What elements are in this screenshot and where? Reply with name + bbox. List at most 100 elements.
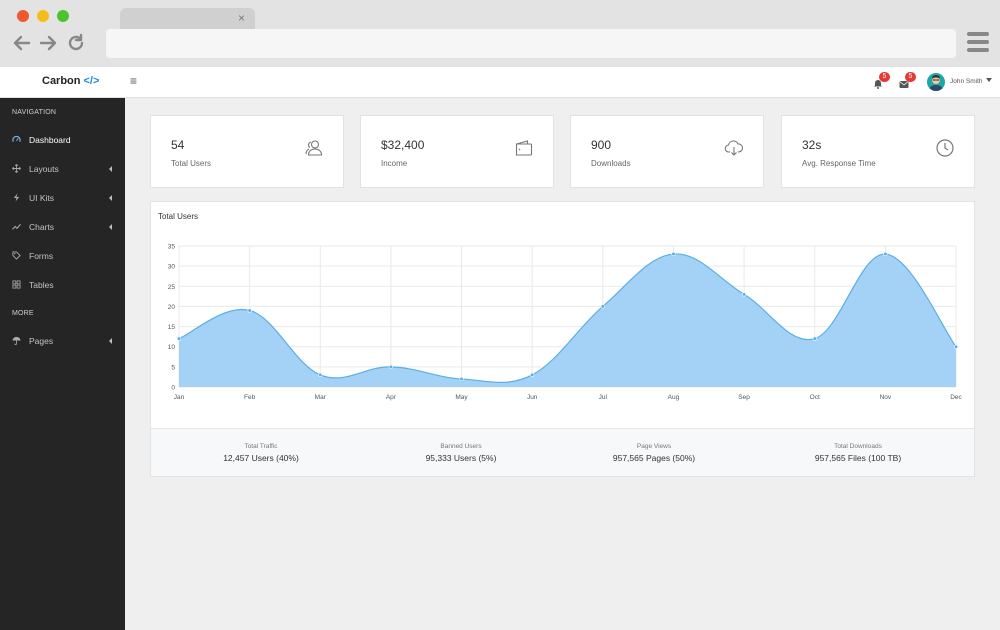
- sidebar-item-dashboard[interactable]: Dashboard: [0, 130, 125, 150]
- y-tick-label: 0: [171, 385, 175, 392]
- sidebar-item-label: Tables: [29, 280, 54, 290]
- sidebar-item-label: Pages: [29, 336, 54, 346]
- stat-banned-users: Banned Users 95,333 Users (5%): [361, 443, 561, 463]
- sidebar-item-ui-kits[interactable]: UI Kits: [0, 188, 125, 208]
- tab-close-icon[interactable]: ×: [237, 11, 245, 25]
- sidebar: NAVIGATION Dashboard Layouts UI Kits Cha…: [0, 98, 125, 630]
- y-tick-label: 30: [168, 264, 176, 271]
- user-name[interactable]: John Smith: [950, 78, 983, 85]
- y-tick-label: 5: [171, 364, 175, 371]
- grid-icon: [12, 280, 21, 289]
- card-label: Income: [381, 159, 408, 168]
- sidebar-heading-more: MORE: [12, 310, 34, 317]
- sidebar-item-pages[interactable]: Pages: [0, 331, 125, 351]
- brand-code-icon: </>: [83, 75, 100, 87]
- stat-value: 957,565 Files (100 TB): [814, 453, 902, 463]
- stat-card-total-users: 54 Total Users: [150, 115, 344, 188]
- cloud-download-icon: [724, 138, 744, 158]
- stat-value: 12,457 Users (40%): [223, 453, 299, 463]
- x-tick-label: Apr: [386, 394, 397, 401]
- stat-page-views: Page Views 957,565 Pages (50%): [554, 443, 754, 463]
- data-point: [247, 308, 252, 313]
- data-point: [530, 372, 535, 378]
- x-tick-label: Dec: [950, 394, 962, 401]
- stat-value: 95,333 Users (5%): [425, 453, 497, 463]
- data-point: [953, 344, 959, 349]
- stat-label: Total Traffic: [244, 443, 278, 450]
- sidebar-item-charts[interactable]: Charts: [0, 217, 125, 237]
- umbrella-icon: [12, 336, 21, 345]
- tag-icon: [12, 251, 21, 260]
- brand-logo[interactable]: Carbon </>: [42, 75, 99, 87]
- stat-total-traffic: Total Traffic 12,457 Users (40%): [161, 443, 361, 463]
- sidebar-item-tables[interactable]: Tables: [0, 275, 125, 295]
- data-point: [318, 372, 323, 378]
- sidebar-item-label: Layouts: [29, 164, 59, 174]
- total-users-chart-panel: Total Users 0 5 10 15 20 25 30 35 Jan Feb Mar Apr Ma…: [150, 201, 975, 477]
- card-value: $32,400: [381, 138, 425, 152]
- x-tick-label: Feb: [244, 394, 256, 401]
- user-menu-caret-icon[interactable]: [986, 78, 992, 82]
- move-icon: [12, 164, 21, 173]
- x-tick-label: Jun: [527, 394, 538, 401]
- card-value: 900: [591, 138, 612, 152]
- submenu-caret-icon: [109, 338, 112, 344]
- submenu-caret-icon: [109, 195, 112, 201]
- messages-envelope-icon[interactable]: 5: [899, 72, 916, 88]
- bolt-icon: [12, 193, 21, 202]
- messages-badge: 5: [905, 72, 916, 82]
- window-maximize-dot[interactable]: [57, 10, 69, 22]
- sidebar-item-label: Forms: [29, 251, 54, 261]
- browser-menu-icon[interactable]: [967, 32, 989, 52]
- brand-name: Carbon: [42, 75, 81, 87]
- x-tick-label: Sep: [738, 394, 750, 401]
- line-chart-icon: [12, 222, 21, 231]
- sidebar-toggle-icon[interactable]: ≡: [130, 74, 138, 88]
- browser-chrome: ×: [0, 0, 1000, 67]
- stat-card-avg-response-time: 32s Avg. Response Time: [781, 115, 975, 188]
- x-tick-label: May: [455, 394, 468, 401]
- clock-icon: [935, 138, 955, 158]
- notifications-badge: 5: [879, 72, 890, 82]
- stats-footer: Total Traffic 12,457 Users (40%) Banned …: [151, 428, 974, 476]
- data-point: [883, 251, 888, 257]
- stat-label: Total Downloads: [834, 443, 882, 450]
- card-label: Total Users: [171, 159, 212, 168]
- wallet-icon: [514, 138, 534, 158]
- data-point: [741, 292, 747, 297]
- series-line: [178, 253, 957, 384]
- sidebar-item-label: UI Kits: [29, 193, 55, 203]
- y-tick-label: 35: [168, 244, 176, 251]
- stat-value: 957,565 Pages (50%): [612, 453, 696, 463]
- stat-label: Banned Users: [440, 443, 482, 450]
- window-close-dot[interactable]: [17, 10, 29, 22]
- x-tick-label: Oct: [810, 394, 820, 401]
- x-tick-label: Aug: [668, 394, 680, 401]
- stat-total-downloads: Total Downloads 957,565 Files (100 TB): [758, 443, 958, 463]
- sidebar-item-forms[interactable]: Forms: [0, 246, 125, 266]
- data-point: [671, 251, 676, 257]
- data-point: [388, 364, 394, 369]
- stat-card-income: $32,400 Income: [360, 115, 554, 188]
- browser-tab[interactable]: ×: [120, 8, 255, 30]
- address-bar[interactable]: [106, 29, 956, 58]
- y-tick-label: 10: [168, 344, 176, 351]
- notifications-bell-icon[interactable]: 5: [873, 72, 890, 89]
- forward-arrow-icon[interactable]: [38, 33, 58, 53]
- y-tick-label: 15: [168, 324, 176, 331]
- chart-title: Total Users: [158, 212, 199, 221]
- main-content: 54 Total Users $32,400 Income 900 Downlo…: [125, 98, 1000, 630]
- user-avatar[interactable]: [927, 73, 945, 91]
- card-label: Avg. Response Time: [802, 159, 876, 168]
- card-value: 54: [171, 138, 185, 152]
- data-point: [176, 336, 182, 341]
- data-point: [459, 376, 464, 382]
- x-tick-label: Nov: [880, 394, 892, 401]
- submenu-caret-icon: [109, 166, 112, 172]
- x-tick-label: Jan: [174, 394, 185, 401]
- back-arrow-icon[interactable]: [12, 33, 32, 53]
- reload-icon[interactable]: [66, 33, 86, 53]
- sidebar-item-layouts[interactable]: Layouts: [0, 159, 125, 179]
- users-icon: [304, 138, 324, 158]
- window-minimize-dot[interactable]: [37, 10, 49, 22]
